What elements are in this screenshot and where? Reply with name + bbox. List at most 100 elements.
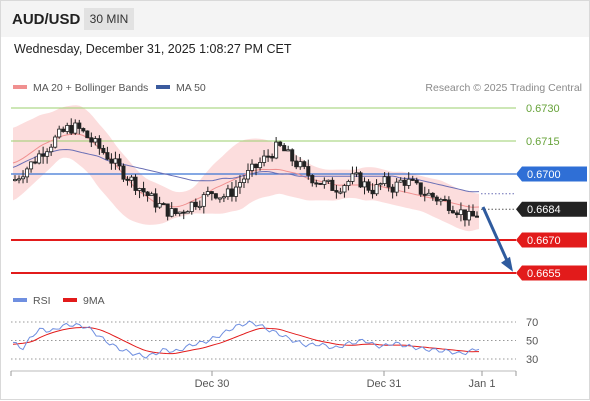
candle-body (149, 193, 154, 196)
candle-body (181, 211, 186, 214)
candle-body (233, 186, 238, 197)
candle-body (57, 128, 62, 138)
bollinger-bands (13, 105, 479, 232)
level-tag-0.6700 (516, 166, 587, 182)
candle-body (350, 173, 355, 182)
datetime-label: Wednesday, December 31, 2025 1:08:27 PM … (14, 42, 292, 56)
ma50-legend-swatch (156, 85, 170, 89)
candle-body (141, 188, 146, 193)
candle-body (241, 178, 246, 183)
candle-body (129, 176, 134, 181)
candle-body (221, 196, 226, 199)
candle-body (217, 197, 222, 200)
level-label-0.6655: 0.6655 (527, 268, 561, 280)
candle-body (346, 181, 351, 186)
candle-body (101, 147, 106, 153)
level-label-0.6670: 0.6670 (527, 235, 561, 247)
candle-body (362, 181, 367, 188)
candle-body (113, 158, 118, 164)
candle-body (294, 160, 299, 168)
candle-body (41, 153, 46, 157)
candle-body (402, 179, 407, 186)
level-label-0.6730: 0.6730 (526, 103, 560, 115)
candle-body (133, 176, 138, 191)
ma50-line (12, 148, 480, 193)
candle-body (318, 182, 323, 185)
ma20-legend-swatch (13, 85, 27, 89)
candle-body (33, 161, 38, 164)
candle-body (237, 182, 242, 188)
header-bar: AUD/USD 30 MIN (1, 1, 589, 37)
candle-body (290, 149, 295, 162)
bollinger-band-fill (13, 105, 479, 232)
candle-body (93, 138, 98, 143)
candle-body (49, 146, 54, 153)
candle-body (342, 185, 347, 193)
candle-body (177, 211, 182, 214)
candle-body (12, 179, 17, 182)
level-tag-0.6655 (516, 265, 587, 281)
candle-body (302, 161, 307, 167)
candle-body (201, 194, 206, 207)
candle-body (270, 155, 275, 159)
projection-arrowhead (501, 256, 513, 272)
candle-body (250, 163, 255, 171)
candle-body (358, 172, 363, 188)
x-tick-label: Dec 30 (195, 378, 230, 390)
candle-body (274, 141, 279, 159)
candle-body (414, 179, 419, 184)
rsi-legend-swatch (13, 298, 27, 302)
candle-body (446, 199, 451, 211)
candle-body (370, 189, 375, 195)
candle-body (378, 183, 383, 186)
candle-body (89, 137, 94, 143)
candle-body (153, 193, 158, 208)
candle-body (193, 201, 198, 208)
rsi-ma-line (12, 326, 479, 355)
rsi-tick-70: 70 (526, 317, 538, 329)
candle-body (322, 180, 327, 185)
candle-body (462, 209, 467, 221)
candle-body (374, 184, 379, 195)
ma9-legend-swatch (63, 298, 77, 302)
candle-body (189, 201, 194, 212)
ma20-legend-label: MA 20 + Bollinger Bands (33, 82, 148, 94)
candle-body (306, 166, 311, 176)
candle-body (266, 155, 271, 158)
candle-body (17, 178, 22, 181)
candle-body (406, 178, 411, 186)
candle-body (173, 208, 178, 214)
candle-body (185, 211, 190, 214)
ma9-legend-label: 9MA (83, 295, 105, 307)
candle-body (434, 196, 439, 202)
x-tick-label: Jan 1 (469, 378, 496, 390)
candle-body (470, 210, 475, 217)
candle-body (298, 161, 303, 168)
candle-body (398, 179, 403, 183)
rsi-panel: 70 50 30 (11, 317, 538, 366)
candle-body (21, 176, 26, 180)
candle-body (121, 165, 126, 180)
candle-body (330, 179, 335, 191)
candle-body (366, 181, 371, 191)
candle-body (25, 168, 30, 178)
candle-body (73, 122, 78, 134)
candle-body (125, 178, 130, 181)
candle-body (382, 176, 387, 184)
candle-body (278, 141, 283, 146)
candle-body (458, 209, 463, 216)
candle-body (386, 176, 391, 188)
level-tag-0.6684 (516, 201, 587, 217)
candle-body (105, 152, 110, 160)
candle-body (282, 145, 287, 152)
candle-body (454, 212, 459, 216)
candle-body (390, 186, 395, 193)
candle-body (137, 188, 142, 191)
level-label-0.6684: 0.6684 (527, 204, 561, 216)
candle-body (450, 210, 455, 214)
timeframe-button[interactable]: 30 MIN (84, 8, 134, 30)
candle-body (37, 153, 42, 164)
ma50-legend-label: MA 50 (176, 82, 206, 94)
projection (481, 206, 513, 272)
candle-body (442, 199, 447, 202)
